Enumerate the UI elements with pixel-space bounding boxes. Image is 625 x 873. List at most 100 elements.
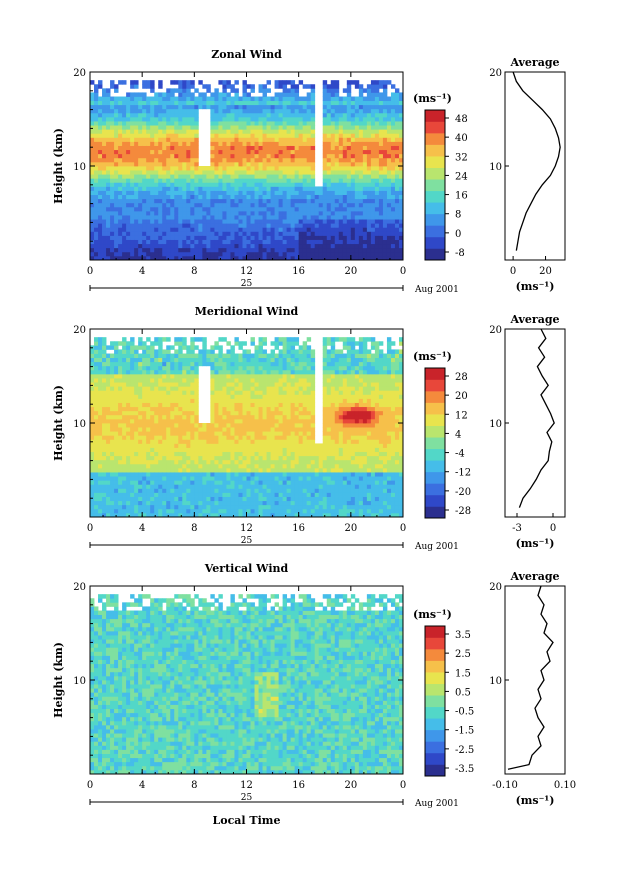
x-tick-label: 12 — [240, 523, 253, 534]
x-tick-label: 4 — [139, 523, 145, 534]
panel-2: Vertical Wind Height (km) 10 20 0 4 8 12 16 20 0 25… — [52, 562, 576, 827]
colorbar-swatch — [425, 144, 445, 157]
colorbar-tick-label: 0.5 — [455, 687, 471, 698]
y-axis-label: Height (km) — [52, 385, 65, 461]
colorbar-tick-label: 1.5 — [455, 668, 471, 679]
colorbar-swatch — [425, 248, 445, 261]
x-tick-label: 16 — [292, 266, 305, 277]
colorbar-tick-label: -4 — [455, 449, 465, 460]
average-x-tick-label: -3 — [512, 523, 522, 534]
colorbar-frame — [424, 109, 446, 261]
average-x-tick-label: 20 — [539, 266, 552, 277]
average-y-tick-label: 10 — [489, 162, 502, 173]
colorbar-tick-label: 24 — [455, 171, 468, 182]
day-label: 25 — [241, 536, 253, 546]
x-tick-label: 12 — [240, 266, 253, 277]
y-tick-label: 20 — [73, 582, 86, 593]
average-x-tick-label: 0 — [550, 523, 556, 534]
heatmap-2 — [90, 594, 404, 775]
heatmap-1 — [90, 337, 404, 518]
colorbar-swatch — [425, 506, 445, 519]
colorbar-swatch — [425, 179, 445, 192]
colorbar-swatch — [425, 402, 445, 415]
colorbar-swatch — [425, 695, 445, 708]
x-tick-label: 0 — [400, 523, 406, 534]
average-unit: (ms⁻¹) — [516, 537, 555, 550]
colorbar-swatch — [425, 368, 445, 380]
colorbar-swatch — [425, 379, 445, 392]
average-y-tick-label: 20 — [489, 68, 502, 79]
average-line — [518, 328, 555, 508]
colorbar-tick-label: 32 — [455, 152, 468, 163]
average-title: Average — [509, 56, 559, 69]
colorbar-swatch — [425, 460, 445, 473]
colorbar-swatch — [425, 494, 445, 507]
colorbar-swatch — [425, 752, 445, 765]
x-tick-label: 12 — [240, 780, 253, 791]
y-tick-label: 10 — [73, 419, 86, 430]
x-tick-label: 16 — [292, 523, 305, 534]
colorbar-swatch — [425, 156, 445, 168]
x-tick-label: 0 — [87, 266, 93, 277]
colorbar-frame — [424, 625, 446, 777]
average-y-tick-label: 20 — [489, 582, 502, 593]
average-line — [507, 585, 554, 770]
colorbar-unit: (ms⁻¹) — [413, 92, 452, 105]
colorbar-unit: (ms⁻¹) — [413, 608, 452, 621]
colorbar-swatch — [425, 213, 445, 226]
x-tick-label: 8 — [191, 266, 197, 277]
panel-1: Meridional Wind Height (km) 10 20 0 4 8 12 16 20 0… — [52, 305, 566, 552]
average-x-tick-label: -0.10 — [492, 780, 518, 791]
colorbar-2: (ms⁻¹)3.5 2.5 1.5 0.5 -0.5 -1.5 -2.5 -3.5 — [413, 608, 474, 777]
x-tick-label: 20 — [344, 266, 357, 277]
colorbar-swatch — [425, 483, 445, 496]
x-tick-label: 0 — [87, 523, 93, 534]
x-tick-label: 16 — [292, 780, 305, 791]
average-title: Average — [509, 313, 559, 326]
average-title: Average — [509, 570, 559, 583]
colorbar-unit: (ms⁻¹) — [413, 350, 452, 363]
colorbar-swatch — [425, 649, 445, 661]
colorbar-swatch — [425, 190, 445, 203]
y-axis-label: Height (km) — [52, 128, 65, 204]
date-label: Aug 2001 — [414, 799, 459, 809]
colorbar-swatch — [425, 764, 445, 777]
colorbar-0: (ms⁻¹)48 40 32 24 16 8 0 -8 — [413, 92, 468, 261]
colorbar-tick-label: 2.5 — [455, 649, 471, 660]
colorbar-swatch — [425, 626, 445, 638]
x-tick-label: 0 — [400, 780, 406, 791]
average-y-tick-label: 10 — [489, 419, 502, 430]
colorbar-tick-label: 16 — [455, 191, 468, 202]
average-line — [512, 71, 561, 251]
colorbar-tick-label: 8 — [455, 210, 461, 221]
colorbar-tick-label: -8 — [455, 248, 465, 259]
average-frame — [504, 328, 566, 518]
x-tick-label: 20 — [344, 523, 357, 534]
colorbar-swatch — [425, 718, 445, 731]
colorbar-tick-label: -3.5 — [455, 764, 474, 775]
y-axis-label: Height (km) — [52, 642, 65, 718]
x-tick-label: 8 — [191, 780, 197, 791]
colorbar-tick-label: -28 — [455, 506, 471, 517]
colorbar-swatch — [425, 729, 445, 742]
y-tick-label: 20 — [73, 68, 86, 79]
day-label: 25 — [241, 279, 253, 289]
colorbar-swatch — [425, 741, 445, 754]
heatmap-0 — [90, 80, 404, 261]
colorbar-tick-label: -20 — [455, 487, 471, 498]
panel-title: Meridional Wind — [195, 305, 299, 318]
y-tick-label: 10 — [73, 676, 86, 687]
colorbar-tick-label: 12 — [455, 410, 468, 421]
colorbar-tick-label: 0 — [455, 229, 461, 240]
colorbar-swatch — [425, 660, 445, 673]
average-unit: (ms⁻¹) — [516, 794, 555, 807]
x-tick-label: 8 — [191, 523, 197, 534]
colorbar-tick-label: 40 — [455, 133, 468, 144]
colorbar-swatch — [425, 225, 445, 238]
x-tick-label: 20 — [344, 780, 357, 791]
average-frame — [504, 71, 566, 261]
colorbar-tick-label: 20 — [455, 391, 468, 402]
x-tick-label: 0 — [400, 266, 406, 277]
x-tick-label: 0 — [87, 780, 93, 791]
